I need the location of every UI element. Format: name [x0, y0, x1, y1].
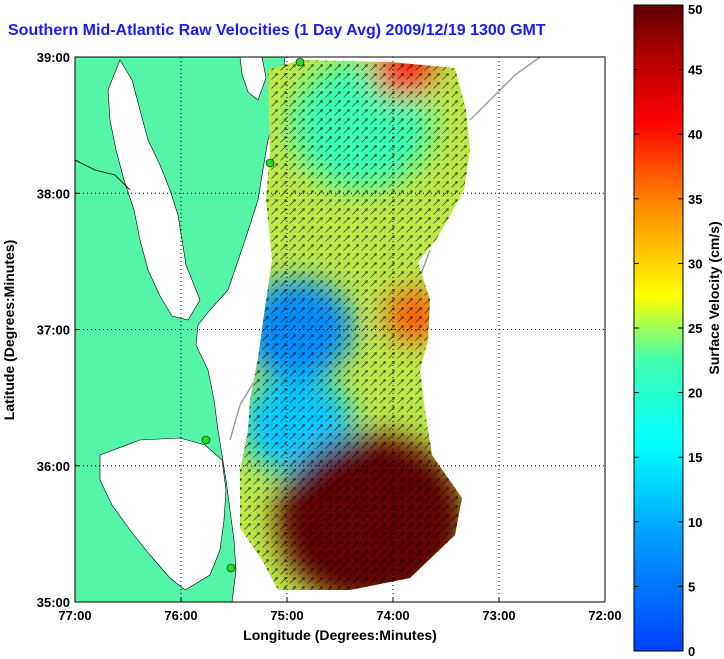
y-axis: 35:00 36:00 37:00 38:00 39:00: [37, 50, 80, 610]
y-tick-label: 37:00: [37, 323, 70, 338]
colorbar-tick-label: 25: [688, 321, 702, 336]
delaware-bay: [239, 57, 267, 101]
colorbar-ticks: 0 5 10 15 20 25 30 35 40 45 50: [634, 2, 702, 659]
pamlico-sound: [99, 437, 227, 591]
colorbar-tick-label: 45: [688, 63, 702, 78]
y-tick-label: 35:00: [37, 595, 70, 610]
x-tick-label: 73:00: [482, 608, 515, 623]
colorbar-tick-label: 35: [688, 192, 702, 207]
colorbar-label: Surface Velocity (cm/s): [706, 221, 722, 374]
colorbar-tick-label: 50: [688, 2, 702, 17]
potomac-river: [75, 159, 131, 191]
x-axis: 77:00 76:00 75:00 74:00 73:00 72:00: [58, 597, 622, 623]
colorbar-tick-label: 30: [688, 256, 702, 271]
x-tick-label: 76:00: [164, 608, 197, 623]
y-axis-label: Latitude (Degrees:Minutes): [1, 240, 17, 420]
radar-station: [226, 563, 236, 573]
x-tick-label: 72:00: [588, 608, 621, 623]
colorbar-tick-label: 0: [688, 644, 695, 659]
y-tick-label: 36:00: [37, 459, 70, 474]
velocity-field: [240, 60, 470, 590]
colorbar: [633, 4, 684, 652]
x-tick-label: 77:00: [58, 608, 91, 623]
chesapeake-bay: [107, 59, 201, 321]
grid-lines: [75, 57, 605, 602]
x-tick-label: 74:00: [376, 608, 409, 623]
radar-station: [265, 158, 275, 168]
radar-station: [201, 435, 211, 445]
chart-title: Southern Mid-Atlantic Raw Velocities (1 …: [8, 22, 546, 39]
x-axis-label: Longitude (Degrees:Minutes): [243, 627, 437, 643]
colorbar-tick-label: 5: [688, 579, 695, 594]
x-tick-label: 75:00: [270, 608, 303, 623]
colorbar-tick-label: 10: [688, 515, 702, 530]
radar-station: [295, 57, 305, 67]
colorbar-tick-label: 20: [688, 386, 702, 401]
colorbar-tick-label: 15: [688, 450, 702, 465]
colorbar-tick-label: 40: [688, 127, 702, 142]
y-tick-label: 38:00: [37, 186, 70, 201]
y-tick-label: 39:00: [37, 50, 70, 65]
